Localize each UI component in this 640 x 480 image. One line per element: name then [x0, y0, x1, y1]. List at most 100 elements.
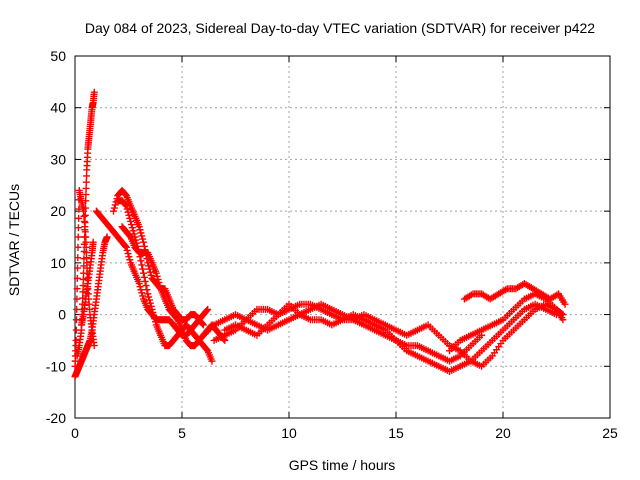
data-point — [145, 296, 153, 304]
chart-title: Day 084 of 2023, Sidereal Day-to-day VTE… — [85, 20, 595, 36]
data-point — [110, 204, 118, 212]
grid-lines — [75, 56, 610, 418]
data-point — [81, 226, 89, 234]
data-point — [125, 211, 133, 219]
data-point — [74, 233, 82, 241]
data-point — [199, 320, 207, 328]
data-point — [139, 265, 147, 273]
data-point — [138, 232, 146, 240]
data-point — [90, 88, 98, 96]
data-point — [199, 321, 207, 329]
data-point — [138, 261, 146, 269]
data-point — [89, 238, 97, 246]
x-tick-label: 5 — [178, 425, 186, 441]
data-point — [81, 219, 89, 227]
data-point — [153, 272, 161, 280]
data-point — [111, 201, 119, 209]
data-point — [74, 254, 82, 262]
data-point — [127, 221, 135, 229]
data-point — [136, 283, 144, 291]
y-tick-label: 30 — [50, 151, 66, 167]
y-tick-label: -20 — [46, 410, 66, 426]
data-point — [81, 204, 89, 212]
data-point — [79, 275, 87, 283]
y-tick-label: 40 — [50, 100, 66, 116]
data-point — [126, 214, 134, 222]
plot-frame — [74, 55, 611, 419]
data-point — [110, 207, 118, 215]
data-point — [203, 306, 211, 314]
data-point — [75, 214, 83, 222]
data-point — [139, 238, 147, 246]
data-point — [139, 235, 147, 243]
data-point — [82, 191, 90, 199]
y-tick-label: 10 — [50, 255, 66, 271]
data-point — [127, 217, 135, 225]
x-axis-ticks: 0 5 10 15 20 25 — [71, 56, 618, 441]
y-axis-ticks: -20 -10 0 10 20 30 40 50 — [46, 48, 610, 426]
data-point — [79, 288, 87, 296]
data-point — [152, 269, 160, 277]
data-point — [82, 178, 90, 186]
data-point — [129, 227, 137, 235]
data-point — [139, 292, 147, 300]
data-point — [123, 246, 131, 254]
data-point — [141, 277, 149, 285]
data-point — [135, 223, 143, 231]
data-point — [90, 342, 98, 350]
data-point — [82, 184, 90, 192]
data-points — [71, 88, 569, 381]
data-point — [135, 280, 143, 288]
data-point — [72, 336, 80, 344]
data-point — [128, 224, 136, 232]
data-point — [138, 289, 146, 297]
data-point — [74, 264, 82, 272]
data-point — [142, 282, 150, 290]
x-tick-label: 15 — [388, 425, 404, 441]
data-point — [73, 285, 81, 293]
data-point — [561, 300, 569, 308]
data-point — [137, 229, 145, 237]
data-point — [122, 242, 130, 250]
data-point — [123, 205, 131, 213]
data-point — [122, 202, 130, 210]
data-point — [154, 275, 162, 283]
data-point — [147, 302, 155, 310]
data-point — [151, 315, 159, 323]
x-tick-label: 25 — [602, 425, 618, 441]
data-point — [82, 197, 90, 205]
data-point — [73, 274, 81, 282]
x-tick-label: 10 — [281, 425, 297, 441]
x-tick-label: 0 — [71, 425, 79, 441]
y-tick-label: 20 — [50, 203, 66, 219]
data-point — [208, 357, 216, 365]
data-point — [140, 242, 148, 250]
data-point — [80, 255, 88, 263]
data-point — [80, 269, 88, 277]
y-axis-label: SDTVAR / TECUs — [6, 184, 22, 296]
data-point — [144, 290, 152, 298]
data-point — [559, 316, 567, 324]
y-tick-label: -10 — [46, 358, 66, 374]
data-point — [139, 269, 147, 277]
x-axis-label: GPS time / hours — [289, 457, 396, 473]
data-point — [140, 273, 148, 281]
data-point — [79, 282, 87, 290]
data-point — [145, 262, 153, 270]
data-point — [143, 286, 151, 294]
data-point — [80, 240, 88, 248]
data-point — [204, 305, 212, 313]
data-point — [156, 282, 164, 290]
data-point — [122, 243, 130, 251]
y-tick-label: 0 — [58, 307, 66, 323]
data-point — [122, 201, 130, 209]
data-point — [146, 299, 154, 307]
data-point — [73, 295, 81, 303]
data-point — [146, 268, 154, 276]
data-point — [126, 256, 134, 264]
data-point — [147, 271, 155, 279]
data-point — [137, 286, 145, 294]
data-point — [145, 293, 153, 301]
data-point — [74, 224, 82, 232]
